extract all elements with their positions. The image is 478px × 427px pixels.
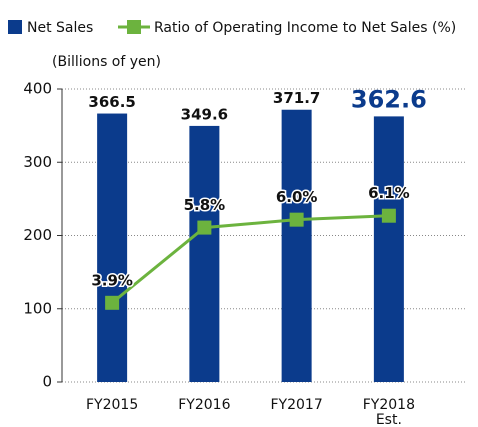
line-value-label: 6.0% [276,188,318,206]
y-tick-label: 0 [42,373,52,391]
legend-label: Net Sales [27,20,93,36]
line-marker [381,208,396,223]
legend-swatch [8,20,22,34]
bar [281,109,312,383]
line-value-label: 6.1% [368,184,410,202]
y-tick-label: 200 [23,226,52,244]
bar-value-label: 362.6 [351,85,427,113]
y-tick-label: 400 [23,80,52,98]
legend-label: Ratio of Operating Income to Net Sales (… [154,20,456,36]
line-marker [289,212,304,227]
bar [189,125,220,382]
line-marker [105,295,120,310]
bar-value-label: 366.5 [88,93,135,111]
bar-value-label: 371.7 [273,89,320,107]
y-tick-label: 300 [23,153,52,171]
bar-value-label: 349.6 [181,105,228,123]
bar [97,113,128,382]
legend-marker [127,20,141,34]
x-tick-label: FY2015 [86,397,139,413]
y-tick-label: 100 [23,299,52,317]
line-value-label: 3.9% [91,271,133,289]
x-tick-label: FY2018 Est. [362,397,415,427]
line [111,214,389,304]
unit-label: (Billions of yen) [52,54,161,70]
x-tick-label: FY2017 [270,397,323,413]
line-marker [197,220,212,235]
line-value-label: 5.8% [184,196,226,214]
bar [373,116,404,382]
x-tick-label: FY2016 [178,397,231,413]
